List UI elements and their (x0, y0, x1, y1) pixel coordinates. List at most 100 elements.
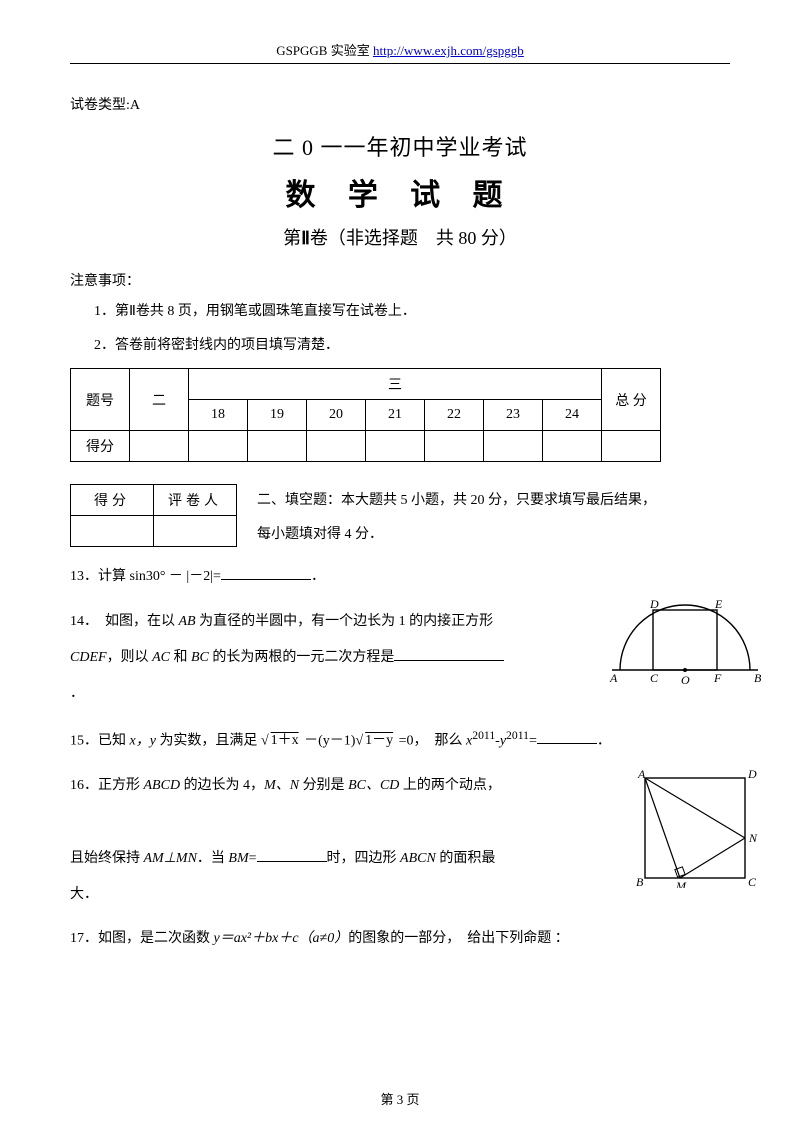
q15-mid: －(y－1) (301, 733, 356, 748)
svg-text:B: B (754, 671, 762, 685)
q14-ab: AB (179, 614, 196, 629)
q16-t: 16．正方形 (70, 778, 144, 793)
svg-text:N: N (748, 831, 758, 845)
blank (221, 565, 311, 580)
q14-cdef: CDEF (70, 650, 107, 665)
small-cell (71, 516, 154, 547)
subcol: 19 (248, 400, 307, 431)
score-cell (543, 431, 602, 462)
sqrt-b: 1－y (363, 733, 395, 748)
q16-abcn: ABCN (400, 851, 436, 866)
subtitle-prefix: 第 (283, 228, 301, 248)
score-cell (602, 431, 661, 462)
subcol: 21 (366, 400, 425, 431)
svg-text:D: D (747, 768, 757, 781)
q14-bc: BC (191, 650, 209, 665)
sqrt-sign: √ (355, 733, 363, 748)
question-14: A B C F D E O 14． 如图，在以 AB 为直径的半圆中，有一个边长… (70, 604, 730, 713)
q16-mn: M、N (264, 778, 299, 793)
svg-text:D: D (649, 598, 659, 611)
sqrt-a: 1＋x (269, 733, 301, 748)
col-header-number: 题号 (71, 369, 130, 431)
q16-abcd: ABCD (144, 778, 181, 793)
row-score-label: 得分 (71, 431, 130, 462)
q14-t: 14． 如图，在以 (70, 614, 179, 629)
svg-text:B: B (636, 875, 644, 888)
q15-t: 15．已知 (70, 733, 130, 748)
q13-tail: ． (311, 569, 325, 584)
q15-eq: =0， 那么 (395, 733, 466, 748)
section2-block: 得分 评卷人 二、填空题：本大题共 5 小题，共 20 分，只要求填写最后结果，… (70, 484, 730, 551)
score-cell (425, 431, 484, 462)
q16-t: 分别是 (299, 778, 348, 793)
q16-t: 的边长为 4， (180, 778, 264, 793)
q15-xy: x，y (130, 733, 156, 748)
table-row: 题号 二 三 总 分 (71, 369, 661, 400)
section2-line1: 二、填空题：本大题共 5 小题，共 20 分，只要求填写最后结果， (257, 493, 656, 508)
q15-tail: ． (597, 733, 611, 748)
q14-tail: ． (70, 686, 84, 701)
score-cell (366, 431, 425, 462)
page-header: GSPGGB 实验室 http://www.exjh.com/gspggb (70, 40, 730, 59)
q15-t: 为实数，且满足 (156, 733, 261, 748)
blank (257, 847, 327, 862)
q15-sup2: 2011 (506, 729, 529, 742)
paper-type: 试卷类型:A (70, 94, 730, 114)
q16-t: 的面积最 (436, 851, 496, 866)
subcol: 23 (484, 400, 543, 431)
svg-text:F: F (713, 671, 722, 685)
table-row (71, 516, 237, 547)
q13-label: 13．计算 sin30° － |－2|= (70, 569, 221, 584)
question-13: 13．计算 sin30° － |－2|= ． (70, 559, 730, 595)
q14-t: 的长为两根的一元二次方程是 (209, 650, 395, 665)
question-17: 17．如图，是二次函数 y＝ax²＋bx＋c（a≠0）的图象的一部分， 给出下列… (70, 921, 730, 957)
col-total: 总 分 (602, 369, 661, 431)
notice-item-1: 1．第Ⅱ卷共 8 页，用钢笔或圆珠笔直接写在试卷上． (94, 300, 730, 320)
q14-t: ，则以 (107, 650, 153, 665)
table-row: 得分 评卷人 (71, 485, 237, 516)
svg-text:O: O (681, 673, 690, 687)
small-cell (154, 516, 237, 547)
question-16: A D B C M N 16．正方形 ABCD 的边长为 4，M、N 分别是 B… (70, 768, 730, 914)
table-row: 得分 (71, 431, 661, 462)
subcol: 18 (189, 400, 248, 431)
q16-eq: = (249, 851, 257, 866)
page-footer: 第 3 页 (0, 1089, 800, 1108)
subcol: 20 (307, 400, 366, 431)
notice-item-2: 2．答卷前将密封线内的项目填写清楚． (94, 334, 730, 354)
score-table: 题号 二 三 总 分 18 19 20 21 22 23 24 得分 (70, 368, 661, 462)
blank (537, 729, 597, 744)
header-link[interactable]: http://www.exjh.com/gspggb (373, 43, 524, 58)
q16-t: 时，四边形 (327, 851, 401, 866)
q16-bc: BC、CD (348, 778, 399, 793)
page: GSPGGB 实验室 http://www.exjh.com/gspggb 试卷… (0, 0, 800, 1132)
notice-heading: 注意事项： (70, 270, 730, 290)
q16-t: 且始终保持 (70, 851, 144, 866)
svg-text:C: C (650, 671, 659, 685)
svg-text:A: A (637, 768, 646, 781)
score-cell (484, 431, 543, 462)
q15-eq2: = (529, 733, 537, 748)
svg-text:C: C (748, 875, 757, 888)
q16-figure: A D B C M N (630, 768, 760, 888)
small-marker: 评卷人 (154, 485, 237, 516)
q16-t: 上的两个动点， (399, 778, 501, 793)
blank (394, 646, 504, 661)
header-rule (70, 63, 730, 64)
svg-text:A: A (609, 671, 618, 685)
q15-sup1: 2011 (472, 729, 495, 742)
q14-t: 和 (170, 650, 191, 665)
section2-line2: 每小题填对得 4 分． (257, 527, 383, 542)
score-cell (130, 431, 189, 462)
subcol: 22 (425, 400, 484, 431)
subcol: 24 (543, 400, 602, 431)
svg-text:E: E (714, 598, 723, 611)
q17-eq: y＝ax²＋bx＋c（a≠0） (214, 931, 349, 946)
q16-bm: BM (228, 851, 248, 866)
q16-t: 大． (70, 887, 98, 902)
svg-text:M: M (675, 879, 687, 888)
score-cell (307, 431, 366, 462)
q16-amperp: AM⊥MN (144, 851, 197, 866)
col-two: 二 (130, 369, 189, 431)
subtitle-suffix: 卷（非选择题 共 80 分） (310, 228, 517, 248)
